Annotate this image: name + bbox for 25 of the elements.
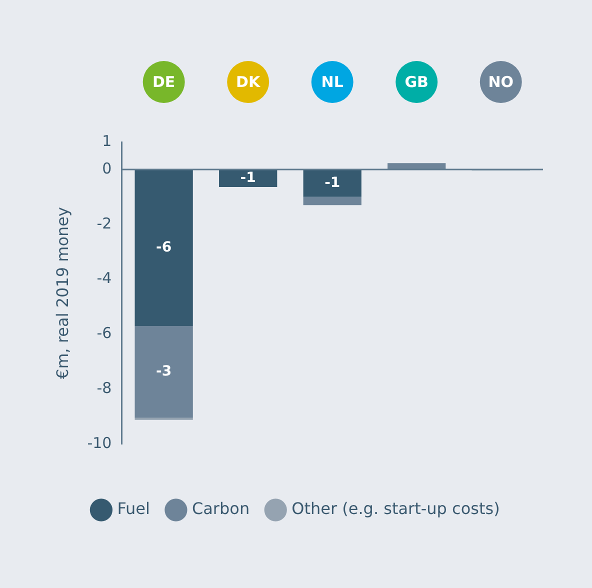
legend-label: Fuel (117, 499, 150, 518)
x-tick-label: NO (488, 72, 514, 91)
y-axis-title: €m, real 2019 money (52, 207, 72, 379)
y-tick-label: 1 (102, 132, 112, 150)
y-tick-label: -6 (96, 324, 112, 342)
bar (134, 169, 193, 326)
x-tick-label: GB (404, 72, 428, 91)
x-tick-label: DE (152, 72, 176, 91)
data-label: -1 (240, 170, 256, 186)
legend-label: Carbon (192, 499, 250, 518)
bar (134, 326, 193, 418)
bar (219, 169, 278, 188)
bar (303, 169, 362, 197)
y-tick-label: -10 (87, 434, 112, 452)
x-tick-label: NL (321, 72, 344, 91)
y-tick-label: -4 (96, 269, 112, 288)
data-label: -1 (324, 174, 340, 191)
data-label: -3 (156, 364, 172, 380)
data-label: -6 (156, 239, 172, 256)
x-tick-label: DK (236, 72, 262, 91)
y-tick-label: -8 (96, 378, 112, 397)
legend-label: Other (e.g. start-up costs) (292, 499, 500, 518)
y-tick-label: 0 (102, 159, 112, 178)
bar (303, 196, 362, 206)
y-tick-label: -2 (96, 214, 112, 232)
